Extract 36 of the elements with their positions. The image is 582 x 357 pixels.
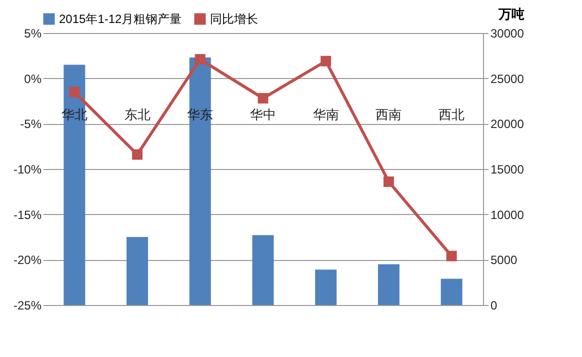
point — [258, 93, 268, 104]
y2-axis-title: 万吨 — [498, 6, 524, 22]
y-tick-label: -10% — [13, 162, 42, 176]
y-tick-label: -15% — [13, 208, 42, 222]
bar — [440, 278, 462, 305]
bar — [189, 57, 211, 305]
point — [69, 86, 80, 98]
y-tick-label: -25% — [13, 298, 42, 312]
y2-tick-label: 30000 — [490, 26, 524, 40]
x-tick-label: 华南 — [312, 106, 339, 122]
x-tick-label: 东北 — [124, 106, 150, 122]
point — [194, 54, 206, 65]
bar — [378, 264, 400, 305]
legend-label: 2015年1-12月粗钢产量 — [59, 12, 182, 26]
point — [132, 149, 143, 160]
x-tick-label: 华中 — [250, 106, 276, 122]
x-tick-label: 西南 — [376, 106, 402, 122]
x-tick-label: 西北 — [438, 106, 465, 122]
y2-tick-label: 0 — [490, 298, 498, 312]
bar — [315, 270, 337, 305]
bar — [252, 235, 274, 305]
y2-tick-label: 10000 — [490, 208, 524, 222]
y2-tick-label: 5000 — [490, 253, 518, 268]
y2-tick-label: 25000 — [490, 72, 524, 86]
bar — [126, 237, 148, 305]
y-tick-label: 0% — [24, 72, 42, 86]
legend-label: 同比增长 — [210, 12, 258, 26]
y-tick-label: -20% — [13, 253, 42, 268]
y2-tick-label: 20000 — [490, 117, 524, 132]
bar — [64, 64, 86, 305]
point — [320, 56, 332, 66]
y-tick-label: 5% — [24, 26, 42, 40]
y-tick-label: -5% — [20, 117, 42, 132]
point — [383, 176, 394, 187]
y2-tick-label: 15000 — [490, 162, 524, 176]
point — [446, 250, 457, 262]
